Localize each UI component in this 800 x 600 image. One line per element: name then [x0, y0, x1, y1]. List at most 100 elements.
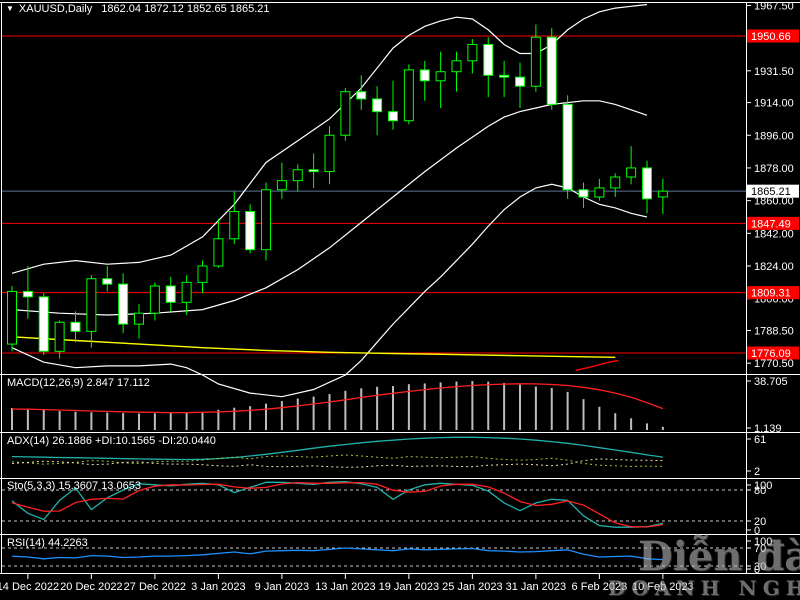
macd-histogram-bar	[630, 418, 633, 430]
bull-candle	[197, 265, 208, 283]
macd-histogram-bar	[265, 403, 267, 430]
sto-tick-label: 80	[754, 485, 766, 497]
time-axis-label: 19 Jan 2023	[379, 581, 440, 593]
bear-candle	[546, 36, 557, 105]
rsi-indicator-label: RSI(14) 44.2263	[7, 537, 88, 549]
adx-tick-label: 2	[754, 466, 760, 478]
macd-histogram-bar	[661, 426, 664, 430]
time-axis-label: 10 Feb 2023	[632, 581, 694, 593]
price-tick-label: 1770.50	[754, 358, 794, 370]
stochastic-d-line	[11, 481, 663, 528]
bull-candle	[149, 285, 160, 314]
price-tick-label: 1967.50	[754, 0, 794, 12]
macd-histogram-bar	[26, 408, 29, 430]
bear-candle	[499, 74, 510, 78]
bear-candle	[515, 76, 525, 87]
bollinger-upper-line	[11, 3, 648, 274]
price-level-label: 1847.49	[751, 218, 791, 230]
ma-red-line	[575, 359, 619, 372]
adx-tick-label: 61	[754, 434, 766, 446]
macd-histogram-bar	[106, 412, 109, 430]
bear-candle	[38, 296, 49, 352]
chart-title: ▼ XAUUSD,Daily 1862.04 1872.12 1852.65 186…	[6, 3, 270, 15]
sto-tick-label: 20	[754, 516, 766, 528]
symbol-period: XAUUSD,Daily	[18, 3, 93, 15]
macd-histogram-bar	[471, 381, 474, 430]
bear-candle	[372, 98, 383, 113]
time-axis-label: 9 Jan 2023	[255, 581, 309, 593]
bear-candle	[102, 278, 113, 285]
macd-histogram-bar	[201, 411, 204, 430]
price-level-badge	[747, 216, 799, 230]
bollinger-middle-line	[11, 100, 648, 316]
macd-histogram-bar	[503, 382, 506, 430]
bull-candle	[626, 167, 637, 178]
macd-tick-label: 38.705	[754, 376, 788, 388]
macd-histogram-bar	[598, 406, 601, 430]
macd-histogram-bar	[487, 381, 490, 430]
bear-candle	[642, 167, 652, 200]
bull-candle	[610, 176, 621, 189]
time-axis-label: 20 Dec 2022	[60, 581, 122, 593]
time-axis-label: 31 Jan 2023	[506, 581, 567, 593]
bull-candle	[134, 312, 144, 325]
macd-histogram-bar	[392, 385, 394, 430]
price-level-label: 1776.09	[751, 348, 791, 360]
bear-candle	[22, 290, 33, 298]
price-tick-label: 1824.00	[754, 261, 794, 273]
candlesticks	[7, 24, 668, 359]
price-tick-label: 1878.00	[754, 163, 794, 175]
bull-candle	[657, 190, 668, 198]
macd-histogram-bar	[296, 398, 299, 430]
bull-candle	[530, 36, 541, 87]
macd-histogram-bar	[646, 423, 648, 430]
bear-candle	[562, 103, 573, 191]
bear-candle	[578, 189, 589, 198]
macd-histogram-bar	[280, 401, 283, 430]
macd-histogram-bar	[407, 384, 410, 430]
macd-histogram-bar	[439, 382, 442, 430]
macd-tick-label: 1.139	[754, 423, 782, 435]
price-tick-label: 1896.00	[754, 130, 794, 142]
time-axis-label: 14 Dec 2022	[0, 581, 59, 593]
plus-di-line	[11, 454, 663, 467]
ohlc-values: 1862.04 1872.12 1852.65 1865.21	[101, 3, 270, 15]
bull-candle	[229, 211, 240, 240]
macd-histogram-bar	[376, 386, 379, 430]
price-tick-label: 1860.00	[754, 196, 794, 208]
bull-candle	[54, 321, 65, 352]
macd-histogram-bar	[169, 413, 172, 430]
price-scale[interactable]: 1967.501949.501931.501914.001896.001878.…	[746, 0, 799, 576]
rsi-tick-label: 100	[754, 536, 772, 548]
bear-candle	[245, 211, 256, 251]
rsi-line	[11, 547, 663, 561]
time-axis-label: 3 Jan 2023	[191, 581, 245, 593]
macd-histogram-bar	[582, 399, 585, 430]
adx-panel	[11, 436, 663, 468]
bull-candle	[324, 134, 335, 173]
sto-indicator-label: Sto(5,3,3) 15.3607 13.0653	[7, 480, 141, 492]
macd-histogram-bar	[90, 412, 93, 430]
macd-histogram-bar	[312, 396, 315, 430]
symbol-dropdown-icon[interactable]: ▼	[6, 4, 14, 13]
macd-indicator-label: MACD(12,26,9) 2.847 17.112	[7, 377, 150, 389]
stochastic-k-line	[11, 481, 664, 528]
bear-candle	[483, 43, 494, 76]
rsi-tick-label: 70	[754, 543, 766, 555]
bear-candle	[419, 69, 430, 82]
sto-tick-label: 0	[754, 525, 760, 537]
time-scale[interactable]: 14 Dec 2022 20 Dec 2022 27 Dec 2022 3 Jan 2…	[0, 574, 694, 593]
price-level-badge	[747, 29, 799, 43]
macd-histogram-bar	[122, 413, 125, 430]
bull-candle	[340, 91, 351, 136]
bear-candle	[165, 285, 176, 303]
macd-histogram-bar	[423, 383, 426, 430]
price-tick-label: 1914.00	[754, 98, 794, 110]
macd-histogram-bar	[58, 411, 61, 430]
sto-tick-label: 100	[754, 480, 772, 492]
price-level-label: 1950.66	[751, 31, 791, 43]
ma-yellow-line	[11, 336, 616, 358]
